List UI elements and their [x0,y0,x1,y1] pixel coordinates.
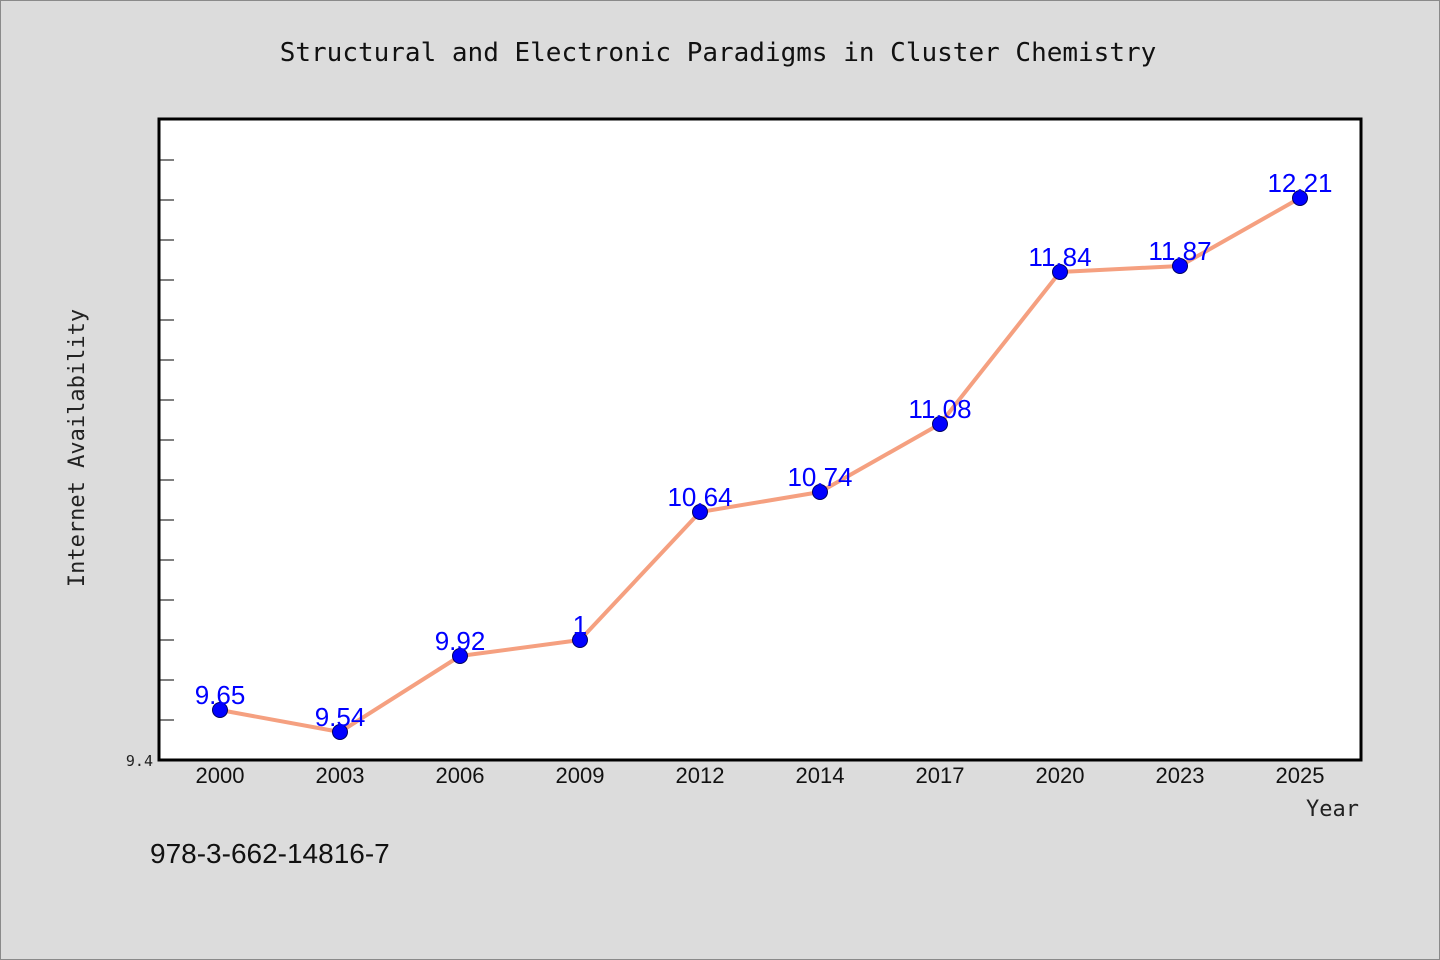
chart-title: Structural and Electronic Paradigms in C… [280,38,1157,68]
data-point [932,416,948,432]
plot-area [157,117,1363,762]
x-tick-label: 2017 [916,763,965,788]
series-line [219,196,1301,734]
data-point [692,504,708,520]
series-line-group [219,196,1301,734]
x-tick-label: 2000 [196,763,245,788]
markers-group [212,190,1308,740]
data-label: 11.08 [908,394,971,424]
y-axis-label: Internet Availability [65,309,90,587]
data-label: 10.64 [667,482,732,512]
data-point [1172,258,1188,274]
data-point [332,724,348,740]
x-tick-labels: 2000 2003 2006 2009 2012 2014 2017 2020 2023 2025 [196,763,1325,788]
data-label: 10.74 [787,462,852,492]
data-labels-group: 9.65 9.54 9.92 1 10.64 10.74 11.08 11.84 11.87 12… [195,168,1333,732]
y-tick-label-min: 9.4 [126,752,153,770]
x-axis-label: Year [1306,797,1359,822]
data-label: 12.21 [1267,168,1332,198]
data-label: 11.87 [1148,236,1211,266]
isbn-text: 978-3-662-14816-7 [150,838,390,869]
x-tick-label: 2020 [1036,763,1085,788]
y-minor-ticks [160,159,174,721]
data-point [452,648,468,664]
x-tick-label: 2023 [1156,763,1205,788]
data-label: 11.84 [1028,242,1091,272]
data-label: 1 [573,610,587,640]
x-tick-label: 2012 [676,763,725,788]
data-point [812,484,828,500]
data-point [212,702,228,718]
data-point [572,632,588,648]
data-point [1292,190,1308,206]
x-tick-label: 2006 [436,763,485,788]
data-point [1052,264,1068,280]
x-tick-label: 2009 [556,763,605,788]
x-tick-label: 2014 [796,763,845,788]
data-label: 9.54 [315,702,366,732]
x-tick-label: 2003 [316,763,365,788]
x-tick-label: 2025 [1276,763,1325,788]
data-label: 9.65 [195,680,246,710]
data-label: 9.92 [435,626,486,656]
